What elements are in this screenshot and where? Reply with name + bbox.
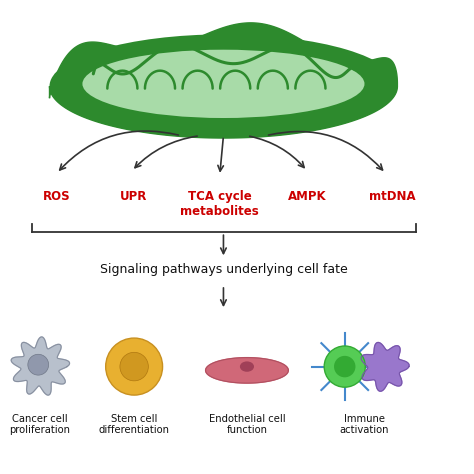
Ellipse shape <box>28 354 49 375</box>
Ellipse shape <box>82 50 365 118</box>
Text: Stem cell
differentiation: Stem cell differentiation <box>99 414 170 435</box>
Text: AMPK: AMPK <box>288 190 327 203</box>
Ellipse shape <box>324 346 365 387</box>
Text: mtDNA: mtDNA <box>369 190 416 203</box>
Text: TCA cycle
metabolites: TCA cycle metabolites <box>180 190 259 218</box>
Ellipse shape <box>49 35 397 138</box>
Text: UPR: UPR <box>119 190 147 203</box>
Text: Cancer cell
proliferation: Cancer cell proliferation <box>9 414 71 435</box>
Polygon shape <box>361 343 409 391</box>
Polygon shape <box>11 337 70 395</box>
Ellipse shape <box>240 361 254 372</box>
Ellipse shape <box>120 352 148 381</box>
Text: Signaling pathways underlying cell fate: Signaling pathways underlying cell fate <box>100 263 347 276</box>
Ellipse shape <box>106 338 163 395</box>
Text: Endothelial cell
function: Endothelial cell function <box>209 414 285 435</box>
Text: Immune
activation: Immune activation <box>340 414 389 435</box>
Polygon shape <box>206 358 288 383</box>
Polygon shape <box>49 23 397 138</box>
Ellipse shape <box>334 356 356 377</box>
Text: ROS: ROS <box>43 190 70 203</box>
